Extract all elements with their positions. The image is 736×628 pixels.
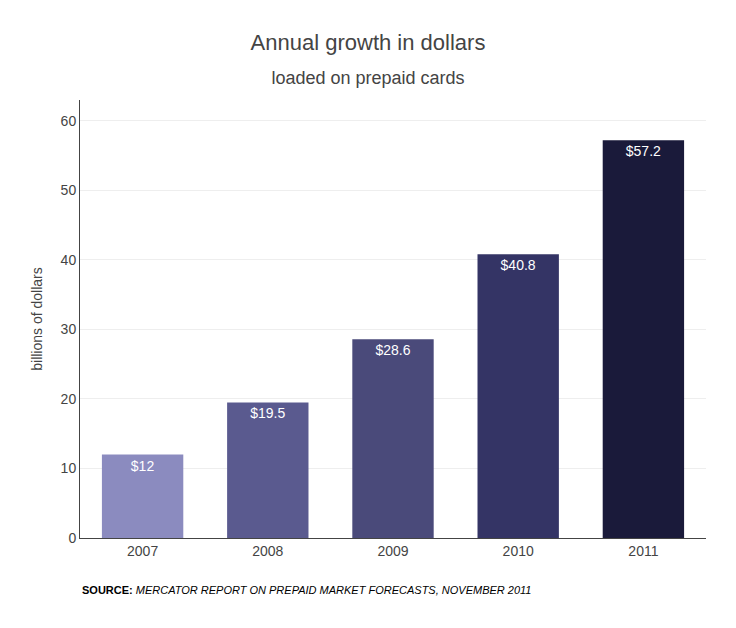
svg-text:60: 60 <box>61 113 77 129</box>
svg-text:$57.2: $57.2 <box>626 143 661 159</box>
svg-text:SOURCE: MERCATOR REPORT ON PRE: SOURCE: MERCATOR REPORT ON PREPAID MARKE… <box>82 584 531 596</box>
svg-text:Annual growth in dollars: Annual growth in dollars <box>251 30 486 55</box>
svg-text:30: 30 <box>61 321 77 337</box>
svg-text:2011: 2011 <box>628 543 658 559</box>
svg-text:0: 0 <box>68 530 76 546</box>
svg-text:2010: 2010 <box>503 543 534 559</box>
svg-text:$12: $12 <box>131 458 155 474</box>
svg-text:40: 40 <box>61 252 77 268</box>
svg-text:billions of dollars: billions of dollars <box>29 267 45 371</box>
svg-text:2007: 2007 <box>127 543 158 559</box>
svg-text:$19.5: $19.5 <box>250 405 285 421</box>
svg-text:10: 10 <box>61 460 77 476</box>
svg-text:20: 20 <box>61 391 77 407</box>
svg-text:2009: 2009 <box>377 543 408 559</box>
svg-text:$28.6: $28.6 <box>375 342 410 358</box>
svg-text:$40.8: $40.8 <box>501 257 536 273</box>
svg-text:50: 50 <box>61 182 77 198</box>
svg-text:2008: 2008 <box>252 543 283 559</box>
svg-text:loaded on prepaid cards: loaded on prepaid cards <box>271 68 464 88</box>
